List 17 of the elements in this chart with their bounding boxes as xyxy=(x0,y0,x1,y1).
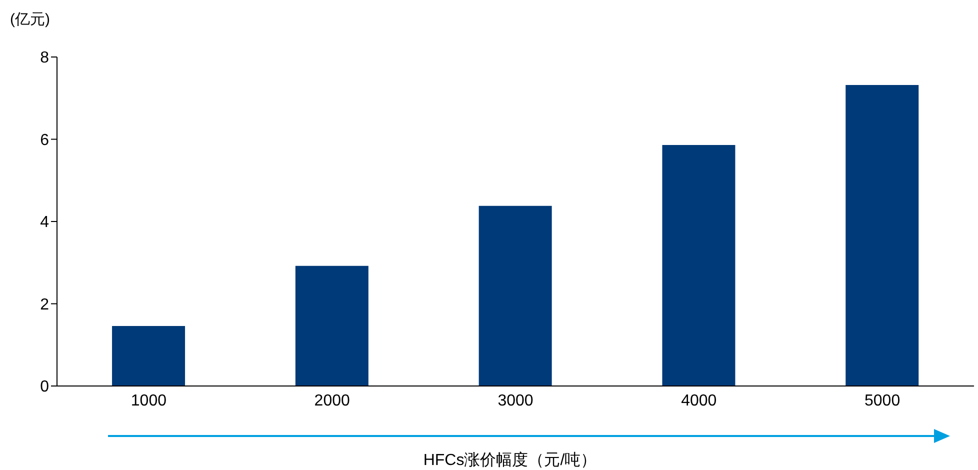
bar xyxy=(662,145,736,386)
x-tick-label: 4000 xyxy=(681,392,717,410)
bar xyxy=(478,206,552,386)
x-tick-label: 1000 xyxy=(130,392,167,410)
y-tick-label: 6 xyxy=(40,132,50,149)
x-tick-label: 3000 xyxy=(498,392,534,410)
y-tick-label: 0 xyxy=(40,378,50,396)
bar xyxy=(112,326,186,386)
bar xyxy=(295,266,368,386)
x-axis-title: HFCs涨价幅度（元/吨） xyxy=(422,450,598,470)
x-tick-label: 2000 xyxy=(314,392,350,410)
y-axis-title: (亿元) xyxy=(10,10,50,29)
y-tick-label: 2 xyxy=(40,296,50,314)
x-tick-label: 5000 xyxy=(864,392,900,410)
bar xyxy=(846,84,919,386)
y-tick-label: 8 xyxy=(40,50,50,67)
y-tick-label: 4 xyxy=(40,214,50,232)
